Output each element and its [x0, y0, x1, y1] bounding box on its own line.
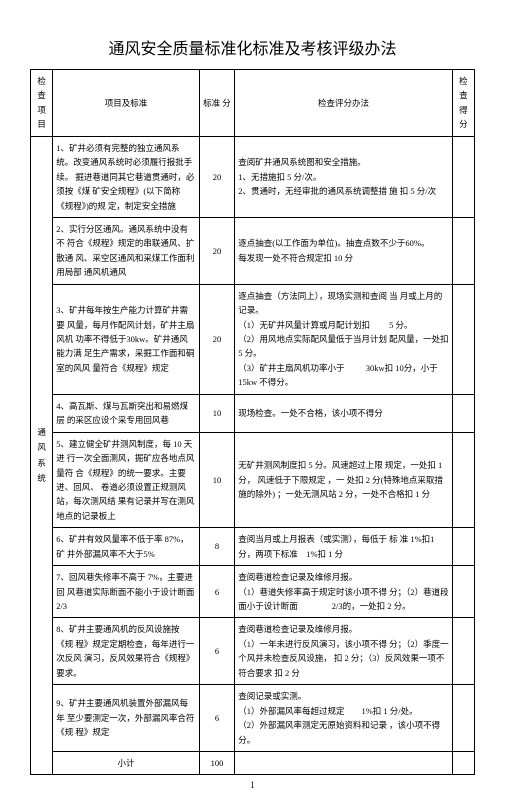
score-cell: 6 — [199, 618, 235, 685]
result-cell — [452, 566, 474, 618]
header-score: 检查得分 — [452, 70, 474, 137]
item-cell: 1、矿井必须有完整的独立通风系统。改变通风系统时必须履行报批手续。 掘进巷道同其… — [53, 136, 200, 217]
item-cell: 3、矿井每年按生产能力计算矿井需要 风量，每月作配风计划，矿井主扇风机 功率不得… — [53, 284, 200, 394]
score-cell: 6 — [199, 685, 235, 752]
item-cell: 2、实行分区通风。通风系统中没有不 符合《规程》规定的串联通风、扩散通 风、采空… — [53, 217, 200, 284]
item-cell: 9、矿井主要通风机装置外部漏风每年 至少要测定一次，外部漏风率合符《规 程》规定 — [53, 685, 200, 752]
subtotal-label: 小计 — [53, 751, 200, 774]
method-cell: 查阅当月或上月报表（或实测），每低于 标 准 1%扣1 分，两项下标准 1%扣 … — [235, 528, 453, 566]
header-item-standard: 项目及标准 — [53, 70, 200, 137]
header-eval-method: 检查评分办法 — [235, 70, 453, 137]
result-cell — [452, 284, 474, 394]
result-cell — [452, 217, 474, 284]
standards-table: 检查项目 项目及标准 标准 分 检查评分办法 检查得分 通风系统 1、矿井必须有… — [30, 69, 475, 775]
item-cell: 4、高瓦斯、煤与瓦斯突出和易燃煤层 的采区应设个采专用回风巷 — [53, 394, 200, 432]
page-title: 通风安全质量标准化标准及考核评级办法 — [30, 35, 475, 59]
score-cell: 10 — [199, 432, 235, 528]
score-cell: 6 — [199, 566, 235, 618]
header-check-item: 检查项目 — [31, 70, 53, 137]
subtotal-method — [235, 751, 453, 774]
score-cell: 20 — [199, 217, 235, 284]
result-cell — [452, 528, 474, 566]
score-cell: 20 — [199, 284, 235, 394]
result-cell — [452, 136, 474, 217]
score-cell: 10 — [199, 394, 235, 432]
result-cell — [452, 685, 474, 752]
page-number: 1 — [30, 780, 475, 790]
method-cell: 逐点抽查(以工作面为单位)。抽查点数不少于60%。每发现一处不符合规定扣 10 … — [235, 217, 453, 284]
method-cell: 无矿井测风制度扣 5 分。风速超过上限 规定，一处扣 1 分， 风速低于下限规定… — [235, 432, 453, 528]
result-cell — [452, 394, 474, 432]
subtotal-result — [452, 751, 474, 774]
method-cell: 现场检查。一处不合格，该小项不得分 — [235, 394, 453, 432]
item-cell: 8、矿井主要通风机的反风设施按《规 程》规定定期检查，每年进行一次反风 演习，反… — [53, 618, 200, 685]
score-cell: 20 — [199, 136, 235, 217]
subtotal-score: 100 — [199, 751, 235, 774]
header-std-score: 标准 分 — [199, 70, 235, 137]
method-cell: 查阅巷道检查记录及维修月报。（1）巷道失修率高于规定时该小项不得 分；（2）巷道… — [235, 566, 453, 618]
method-cell: 查阅记录或实测。（1）外部漏风率每超过规定 1%扣 1 分/处。（2）外部漏风率… — [235, 685, 453, 752]
category-ventilation: 通风系统 — [31, 136, 53, 775]
item-cell: 7、回风巷失修率不高于 7%，主要进回 风巷道实际断面不能小于设计断面 2/3 — [53, 566, 200, 618]
item-cell: 6、矿井有效风量率不低于率 87%，矿 井外部漏风率不大于5% — [53, 528, 200, 566]
method-cell: 查阅巷道检查记录及维修月报。（1）一年未进行反风演习，该小项不得 分；（2）季度… — [235, 618, 453, 685]
method-cell: 逐点抽查（方法同上），现场实测和查阅 当 月或上月的记录。（1）无矿井风量计算或… — [235, 284, 453, 394]
item-cell: 5、建立健全矿井测风制度，每 10 天进 行一次全面测风，掘矿应各地点风量符 合… — [53, 432, 200, 528]
score-cell: 8 — [199, 528, 235, 566]
result-cell — [452, 432, 474, 528]
result-cell — [452, 618, 474, 685]
method-cell: 查阅矿井通风系统图和安全措施。1、无措施扣 5 分/次。2、贯通时，无经审批的通… — [235, 136, 453, 217]
